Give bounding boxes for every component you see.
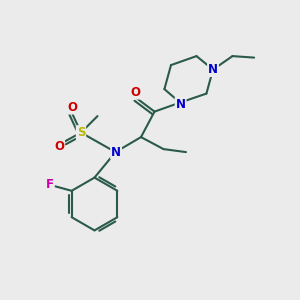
Text: O: O bbox=[67, 100, 77, 114]
Text: S: S bbox=[77, 126, 85, 139]
Text: O: O bbox=[54, 140, 64, 153]
Text: N: N bbox=[111, 146, 121, 159]
Text: N: N bbox=[208, 63, 218, 76]
Text: N: N bbox=[176, 98, 186, 111]
Text: O: O bbox=[130, 85, 140, 99]
Text: F: F bbox=[46, 178, 54, 191]
